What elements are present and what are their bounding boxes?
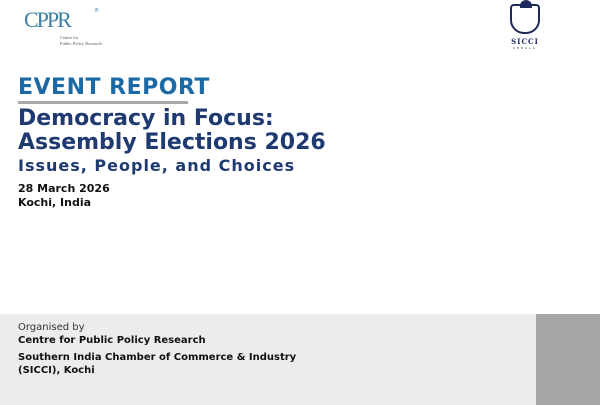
title-line-2: Assembly Elections 2026 bbox=[18, 130, 326, 155]
organised-by-heading: Organised by bbox=[18, 322, 85, 333]
sicci-logo: SICCI KERALA bbox=[498, 0, 552, 52]
cppr-logo: CPPR ® Centre for Public Policy Research bbox=[20, 8, 140, 50]
divider bbox=[18, 101, 188, 104]
registered-mark: ® bbox=[94, 8, 99, 14]
organisers-band bbox=[0, 314, 536, 405]
event-place: Kochi, India bbox=[18, 196, 92, 209]
subtitle: Issues, People, and Choices bbox=[18, 156, 296, 175]
organiser-sicci: Southern India Chamber of Commerce & Ind… bbox=[18, 352, 297, 363]
side-block bbox=[536, 314, 600, 405]
sicci-logo-sub: KERALA bbox=[513, 46, 537, 50]
organiser-sicci-line2: (SICCI), Kochi bbox=[18, 365, 95, 376]
organiser-cppr: Centre for Public Policy Research bbox=[18, 335, 206, 346]
title-line-1: Democracy in Focus: bbox=[18, 106, 274, 131]
cppr-logo-caption: Centre for Public Policy Research bbox=[60, 35, 102, 46]
cppr-logo-mark: CPPR bbox=[24, 7, 72, 32]
sicci-logo-name: SICCI bbox=[511, 37, 539, 46]
event-date: 28 March 2026 bbox=[18, 182, 110, 195]
event-report-label: EVENT REPORT bbox=[18, 75, 210, 100]
crest-icon bbox=[510, 0, 540, 34]
